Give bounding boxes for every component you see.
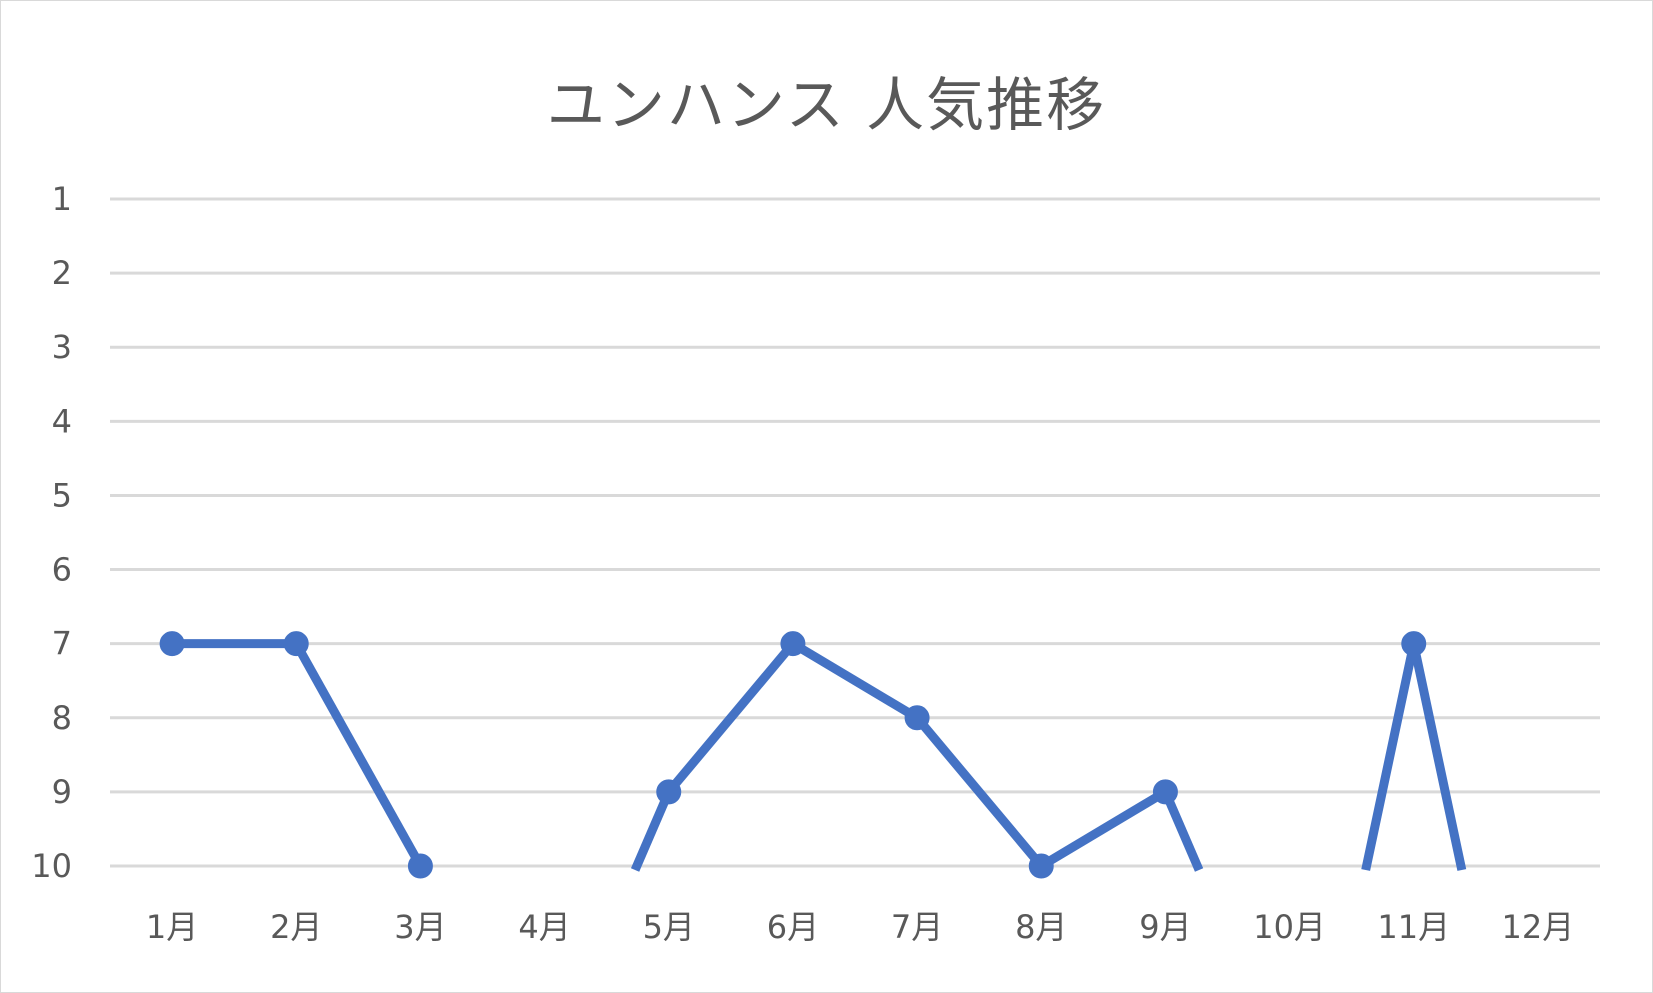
- series-segment: [1161, 790, 1204, 872]
- x-tick-label: 3月: [394, 908, 446, 946]
- x-tick-label: 4月: [518, 908, 570, 946]
- x-tick-label: 12月: [1502, 908, 1575, 946]
- data-point: [904, 705, 930, 731]
- x-tick-label: 7月: [891, 908, 943, 946]
- data-point: [656, 779, 682, 805]
- data-point: [780, 631, 806, 657]
- y-tick-label: 6: [52, 551, 72, 589]
- y-tick-label: 9: [52, 773, 72, 811]
- data-point: [1028, 853, 1054, 879]
- y-tick-label: 10: [31, 847, 72, 885]
- gridlines: [110, 197, 1600, 868]
- x-tick-label: 5月: [643, 908, 695, 946]
- x-tick-label: 2月: [270, 908, 322, 946]
- x-tick-label: 1月: [146, 908, 198, 946]
- series-segment: [790, 639, 920, 722]
- series-segment: [665, 640, 797, 795]
- y-axis: 1 2 3 4 5 6 7 8 9 10: [31, 180, 72, 885]
- y-tick-label: 7: [52, 625, 72, 663]
- data-point: [283, 631, 309, 657]
- series-segment: [913, 714, 1045, 869]
- x-tick-label: 9月: [1139, 908, 1191, 946]
- y-tick-label: 1: [52, 180, 72, 218]
- chart-title: ユンハンス 人気推移: [546, 71, 1107, 139]
- y-tick-label: 2: [52, 254, 72, 292]
- series-segment: [1361, 642, 1419, 871]
- data-point: [1152, 779, 1178, 805]
- y-tick-label: 4: [52, 402, 72, 440]
- data-point: [159, 631, 185, 657]
- series-segment: [630, 790, 673, 872]
- data-point: [1401, 631, 1427, 657]
- y-tick-label: 5: [52, 476, 72, 514]
- series-segment: [1409, 642, 1467, 871]
- x-tick-label: 6月: [767, 908, 819, 946]
- y-tick-label: 3: [52, 328, 72, 366]
- series-segment: [292, 641, 425, 869]
- x-tick-label: 10月: [1253, 908, 1326, 946]
- data-point: [407, 853, 433, 879]
- series-segment: [1038, 788, 1168, 870]
- x-axis: 1月 2月 3月 4月 5月 6月 7月 8月 9月 10月 11月 12月: [146, 908, 1574, 946]
- x-tick-label: 11月: [1377, 908, 1450, 946]
- x-tick-label: 8月: [1015, 908, 1067, 946]
- series-layer: [159, 631, 1467, 879]
- y-tick-label: 8: [52, 699, 72, 737]
